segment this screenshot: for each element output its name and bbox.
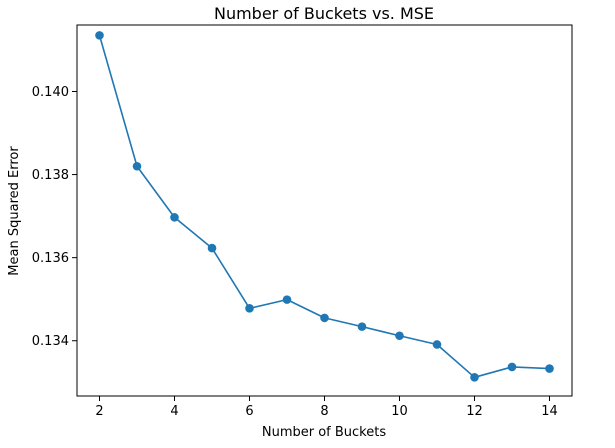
data-point bbox=[95, 31, 104, 40]
x-tick-label: 8 bbox=[320, 404, 328, 419]
data-point bbox=[207, 243, 217, 253]
data-point bbox=[170, 213, 179, 222]
data-point bbox=[320, 313, 329, 323]
x-tick-label: 2 bbox=[95, 404, 103, 419]
y-tick-label: 0.134 bbox=[32, 334, 69, 349]
x-tick-label: 14 bbox=[541, 404, 558, 419]
data-point bbox=[282, 295, 292, 304]
y-axis: 0.134 0.136 0.138 0.140 bbox=[32, 85, 77, 349]
x-tick-label: 12 bbox=[466, 404, 483, 419]
data-point bbox=[507, 362, 517, 372]
y-tick-label: 0.140 bbox=[32, 85, 69, 100]
data-point bbox=[245, 304, 254, 313]
data-point bbox=[470, 373, 479, 382]
y-tick-label: 0.138 bbox=[32, 168, 69, 183]
data-point bbox=[395, 331, 404, 341]
x-axis-label: Number of Buckets bbox=[262, 425, 386, 440]
x-tick-label: 4 bbox=[170, 404, 178, 419]
x-tick-label: 6 bbox=[245, 404, 253, 419]
series-layer bbox=[95, 31, 554, 382]
y-tick-label: 0.136 bbox=[32, 251, 69, 266]
x-tick-label: 10 bbox=[391, 404, 408, 419]
data-point bbox=[545, 364, 554, 373]
data-point bbox=[432, 340, 442, 349]
y-axis-label: Mean Squared Error bbox=[7, 146, 22, 276]
x-axis: 2 4 6 8 10 12 14 bbox=[95, 396, 558, 419]
data-point bbox=[357, 322, 367, 331]
chart-title: Number of Buckets vs. MSE bbox=[214, 4, 434, 23]
data-point bbox=[132, 161, 142, 171]
